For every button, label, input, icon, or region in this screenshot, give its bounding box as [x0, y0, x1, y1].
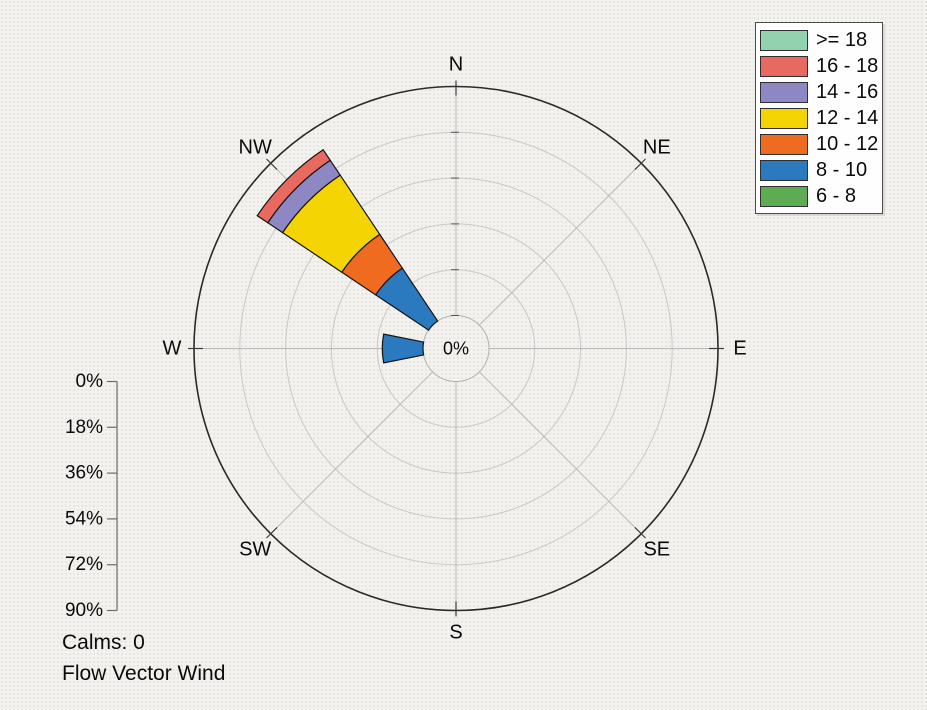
direction-tick	[634, 158, 646, 171]
petal-segment-NW-16-18	[256, 148, 332, 224]
legend-swatch	[760, 159, 808, 181]
legend-swatch	[760, 29, 808, 51]
direction-tick	[266, 526, 278, 539]
legend-swatch	[760, 81, 808, 103]
direction-label: SE	[643, 538, 670, 560]
direction-label: NW	[239, 137, 272, 159]
legend-label: >= 18	[816, 28, 868, 51]
flow-vector-label: Flow Vector Wind	[62, 662, 226, 685]
center-percent-label: 0%	[443, 339, 469, 359]
legend-swatch	[760, 55, 808, 77]
legend-label: 14 - 16	[816, 80, 879, 103]
legend-swatch	[760, 133, 808, 155]
speed-legend: >= 18 16 - 18 14 - 16 12 - 14 10 - 12 8 - 10 6…	[755, 22, 883, 214]
legend-swatch	[760, 107, 808, 129]
direction-tick	[266, 158, 278, 171]
petals	[256, 148, 439, 364]
direction-label: NE	[643, 137, 671, 159]
spoke-line	[478, 162, 642, 326]
spoke-line	[270, 371, 434, 535]
legend-row: 8 - 10	[756, 157, 882, 183]
direction-labels: N NE E SE S SW W NW	[163, 54, 747, 644]
legend-row: 6 - 8	[756, 183, 882, 209]
direction-tick	[634, 526, 646, 539]
footer-text: Calms: 0 Flow Vector Wind	[62, 627, 225, 689]
scale-tick-label: 0%	[76, 371, 104, 392]
legend-label: 16 - 18	[816, 54, 879, 77]
scale-tick-label: 72%	[65, 554, 103, 575]
direction-label: SW	[239, 538, 271, 560]
radial-axis-ticks	[451, 131, 459, 316]
legend-row: 10 - 12	[756, 131, 882, 157]
scale-tick-label: 18%	[65, 417, 103, 438]
direction-label: E	[733, 338, 746, 360]
legend-row: 16 - 18	[756, 53, 882, 79]
scale-tick-label: 36%	[65, 463, 103, 484]
legend-row: 12 - 14	[756, 105, 882, 131]
legend-label: 8 - 10	[816, 158, 868, 181]
direction-label: N	[449, 54, 463, 76]
direction-ticks	[188, 80, 724, 617]
direction-label: S	[449, 622, 462, 644]
direction-label: W	[163, 338, 182, 360]
petal-segment-W-8-10	[381, 333, 425, 364]
legend-swatch	[760, 185, 808, 207]
spoke-line	[478, 371, 642, 535]
legend-label: 6 - 8	[816, 184, 857, 207]
scale-tick-label: 54%	[65, 508, 103, 529]
calms-label: Calms: 0	[62, 631, 145, 654]
legend-row: >= 18	[756, 27, 882, 53]
legend-label: 12 - 14	[816, 106, 879, 129]
scale-tick-label: 90%	[65, 600, 103, 621]
percent-scale: 0% 18% 36% 54% 72% 90%	[65, 371, 118, 621]
legend-label: 10 - 12	[816, 132, 879, 155]
legend-row: 14 - 16	[756, 79, 882, 105]
